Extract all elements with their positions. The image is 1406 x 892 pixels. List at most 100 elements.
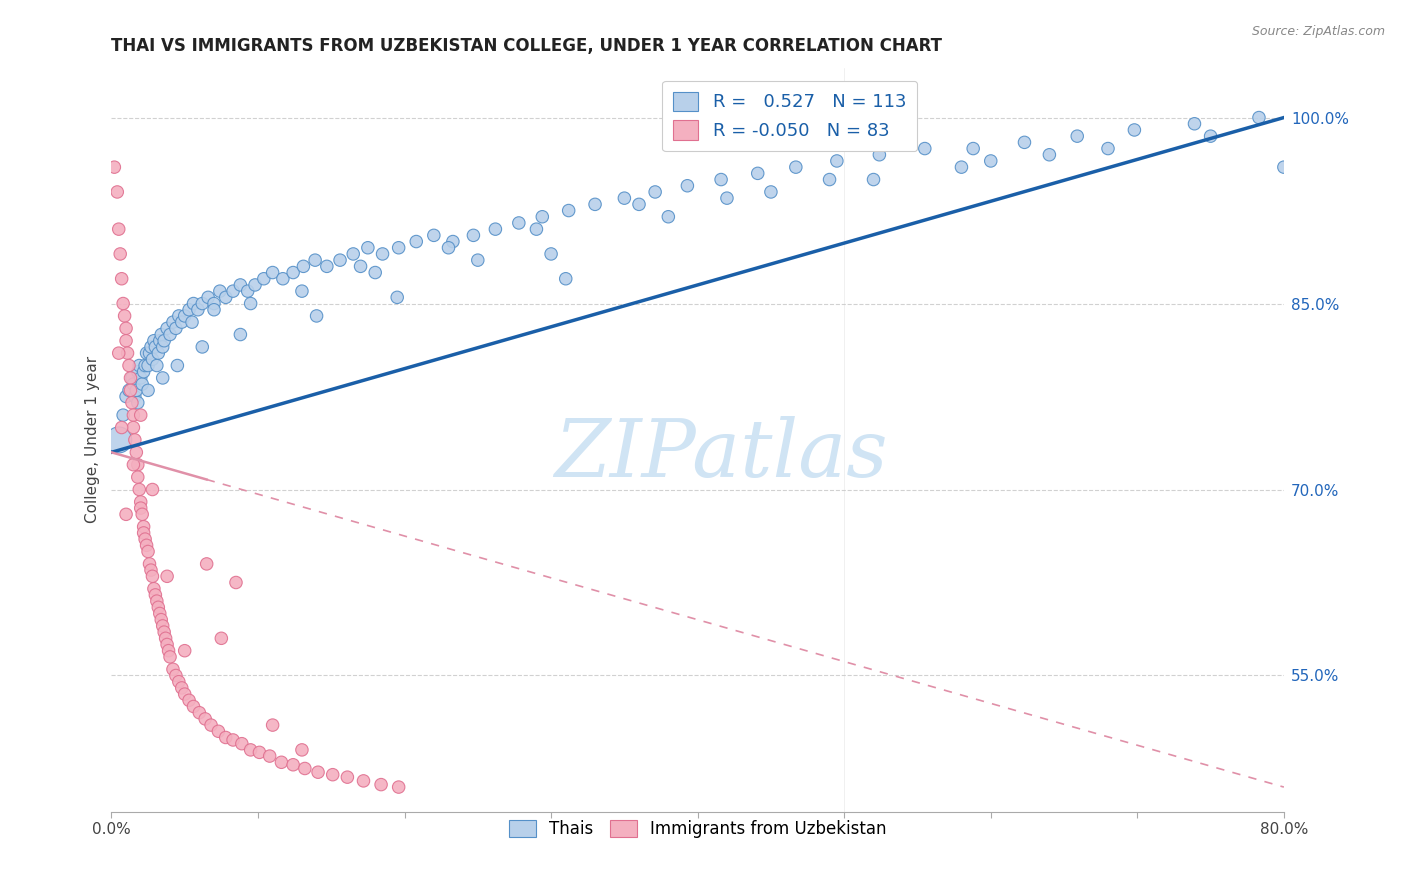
Point (747, 166, 769, 180)
Point (112, 408, 135, 422)
Point (236, 284, 259, 298)
Point (165, 668, 187, 682)
Point (357, 241, 380, 255)
Point (128, 359, 150, 373)
Point (825, 153, 848, 168)
Point (508, 216, 530, 230)
Point (467, 253, 489, 268)
Point (222, 733, 245, 747)
Point (305, 309, 328, 323)
Point (156, 321, 179, 335)
Point (1038, 147, 1060, 161)
Point (1097, 142, 1119, 156)
Point (145, 588, 167, 602)
Point (202, 302, 225, 317)
Point (183, 296, 205, 310)
Point (370, 778, 392, 792)
Point (1066, 129, 1088, 144)
Point (129, 371, 152, 385)
Point (710, 172, 733, 186)
Point (152, 619, 174, 633)
Point (149, 334, 172, 348)
Point (271, 271, 294, 285)
Point (962, 142, 984, 156)
Point (145, 340, 167, 354)
Point (139, 340, 162, 354)
Point (138, 557, 160, 571)
Point (112, 296, 135, 310)
Point (131, 508, 153, 522)
Point (107, 346, 129, 360)
Point (291, 743, 314, 757)
Point (153, 625, 176, 640)
Point (441, 235, 464, 249)
Point (142, 582, 165, 596)
Point (165, 321, 187, 335)
Point (127, 458, 149, 472)
Point (1272, 160, 1295, 174)
Point (557, 203, 579, 218)
Point (249, 745, 271, 759)
Point (437, 241, 460, 255)
Point (120, 371, 142, 385)
Point (150, 613, 173, 627)
Point (156, 569, 179, 583)
Point (200, 718, 222, 732)
Point (229, 327, 252, 342)
Point (167, 309, 190, 323)
Point (191, 296, 214, 310)
Point (125, 384, 148, 398)
Point (129, 501, 152, 516)
Point (122, 420, 145, 434)
Point (270, 756, 292, 770)
Point (183, 699, 205, 714)
Point (364, 266, 387, 280)
Point (818, 172, 841, 186)
Point (136, 359, 159, 373)
Point (195, 557, 218, 571)
Point (107, 222, 129, 236)
Point (292, 260, 315, 274)
Point (115, 508, 138, 522)
Point (1123, 123, 1146, 137)
Point (371, 247, 394, 261)
Point (177, 693, 200, 707)
Point (148, 346, 170, 360)
Point (155, 632, 177, 646)
Point (117, 346, 139, 360)
Point (231, 737, 253, 751)
Point (115, 334, 138, 348)
Point (167, 674, 190, 689)
Point (132, 519, 155, 533)
Point (294, 762, 316, 776)
Point (121, 395, 143, 409)
Point (315, 260, 337, 274)
Point (484, 222, 506, 236)
Point (111, 420, 134, 434)
Point (644, 185, 666, 199)
Point (124, 390, 146, 404)
Point (716, 191, 738, 205)
Point (1199, 129, 1222, 144)
Point (353, 773, 375, 788)
Point (388, 780, 411, 794)
Point (202, 296, 225, 310)
Point (105, 185, 128, 199)
Point (215, 290, 238, 304)
Point (281, 266, 304, 280)
Point (120, 384, 142, 398)
Point (307, 765, 329, 780)
Point (388, 241, 411, 255)
Point (207, 724, 229, 739)
Point (1184, 117, 1206, 131)
Point (342, 247, 364, 261)
Point (304, 253, 326, 268)
Point (262, 718, 284, 732)
Point (152, 340, 174, 354)
Point (191, 340, 214, 354)
Point (329, 253, 352, 268)
Point (127, 470, 149, 484)
Point (153, 334, 176, 348)
Point (149, 607, 172, 621)
Point (322, 767, 344, 781)
